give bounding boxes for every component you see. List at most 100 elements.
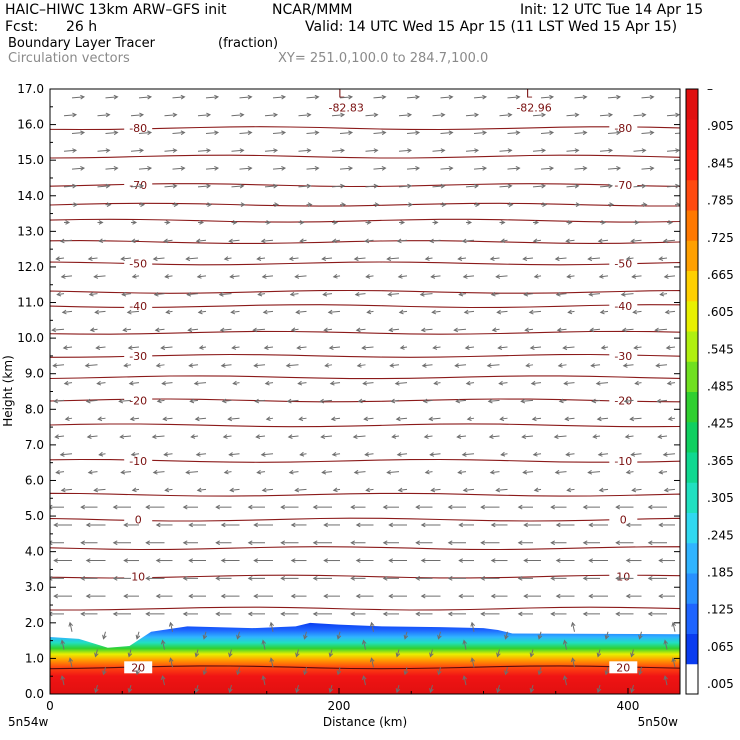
x-tick-label: 0 <box>46 699 54 713</box>
wind-vector-head <box>273 112 279 118</box>
wind-vector-head <box>280 575 286 581</box>
wind-vector <box>291 328 299 331</box>
wind-vector-head <box>236 670 241 676</box>
wind-vector-head <box>470 621 476 627</box>
wind-vector <box>261 453 274 456</box>
wind-vector-head <box>60 274 66 279</box>
wind-vector-head <box>386 469 392 475</box>
colorbar-segment <box>686 573 698 604</box>
wind-vector <box>353 435 366 438</box>
wind-vector-head <box>273 148 279 153</box>
wind-vector <box>87 435 98 438</box>
wind-vector <box>391 399 400 402</box>
wind-vector <box>205 96 219 99</box>
wind-vector <box>105 167 118 170</box>
wind-vector-head <box>555 522 561 528</box>
y-tick-label: 10.0 <box>17 331 44 345</box>
wind-vector <box>298 382 307 385</box>
wind-vector <box>626 257 634 260</box>
wind-vector-head <box>307 202 313 208</box>
wind-vector-head <box>68 621 74 627</box>
wind-vector <box>632 488 642 491</box>
colorbar-label: – <box>707 82 713 96</box>
wind-vector-head <box>575 202 581 208</box>
wind-vector <box>136 631 140 639</box>
wind-vector <box>55 435 65 438</box>
wind-vector-head <box>105 183 111 189</box>
wind-vector <box>558 364 567 367</box>
wind-vector <box>69 658 73 668</box>
wind-vector-head <box>261 639 267 645</box>
wind-vector <box>373 131 386 134</box>
wind-vector-head <box>348 130 354 136</box>
colorbar-segment <box>686 512 698 544</box>
contour-label: -10 <box>129 455 147 468</box>
wind-vector <box>530 684 534 693</box>
wind-vector-head <box>327 309 333 315</box>
wind-vector <box>322 257 333 260</box>
wind-vector-head <box>625 522 631 528</box>
wind-vector-head <box>329 380 335 386</box>
wind-vector <box>298 114 311 117</box>
wind-vector-head <box>190 434 196 439</box>
wind-vector <box>659 257 668 260</box>
wind-vector-head <box>328 652 334 658</box>
wind-vector <box>566 453 575 456</box>
wind-vector <box>237 667 240 675</box>
wind-vector-head <box>123 522 129 528</box>
contour-label: 10 <box>131 571 145 584</box>
y-axis-label: Height (km) <box>1 355 15 426</box>
wind-vector-head <box>87 469 93 475</box>
wind-vector-head <box>51 327 57 333</box>
wind-vector-head <box>525 362 531 368</box>
wind-vector-head <box>86 434 92 439</box>
wind-vector-head <box>655 363 661 368</box>
wind-vector-head <box>625 558 631 563</box>
wind-vector <box>264 149 278 152</box>
wind-vector-head <box>145 540 151 546</box>
wind-vector-head <box>163 452 169 457</box>
wind-vector <box>296 649 299 657</box>
y-tick-label: 9.0 <box>25 367 44 381</box>
wind-vector-head <box>113 130 119 136</box>
wind-vector-head <box>664 309 670 315</box>
wind-vector-head <box>185 256 191 262</box>
wind-vector-head <box>507 148 513 153</box>
wind-vector-head <box>658 256 664 261</box>
wind-vector-head <box>263 345 269 350</box>
wind-vector-head <box>336 634 342 640</box>
wind-vector <box>492 328 500 331</box>
wind-vector-head <box>424 256 430 261</box>
wind-vector-head <box>625 593 631 599</box>
wind-vector <box>399 310 408 313</box>
wind-vector <box>387 257 400 260</box>
wind-vector <box>635 382 642 385</box>
wind-vector-head <box>386 256 392 262</box>
wind-vector-head <box>588 291 594 297</box>
wind-vector-head <box>296 345 302 351</box>
wind-vector-head <box>127 345 133 351</box>
wind-vector-head <box>558 398 564 404</box>
wind-vector-head <box>112 540 118 546</box>
y-tick-label: 17.0 <box>17 82 44 96</box>
wind-vector <box>164 149 177 152</box>
wind-vector <box>366 275 374 278</box>
wind-vector-head <box>228 652 233 658</box>
wind-vector <box>304 631 307 639</box>
wind-vector-head <box>524 327 530 333</box>
wind-vector <box>623 364 634 367</box>
wind-vector <box>131 453 140 456</box>
wind-vector <box>605 631 609 639</box>
wind-vector-head <box>288 469 294 475</box>
wind-vector <box>272 131 286 134</box>
wind-vector <box>373 96 386 99</box>
wind-vector-head <box>382 540 388 546</box>
wind-vector-head <box>162 416 168 422</box>
wind-vector-head <box>303 670 308 676</box>
wind-vector-head <box>220 593 226 599</box>
wind-vector <box>501 239 508 242</box>
wind-vector-head <box>470 657 476 663</box>
wind-vector <box>538 631 542 639</box>
wind-vector <box>599 488 609 491</box>
